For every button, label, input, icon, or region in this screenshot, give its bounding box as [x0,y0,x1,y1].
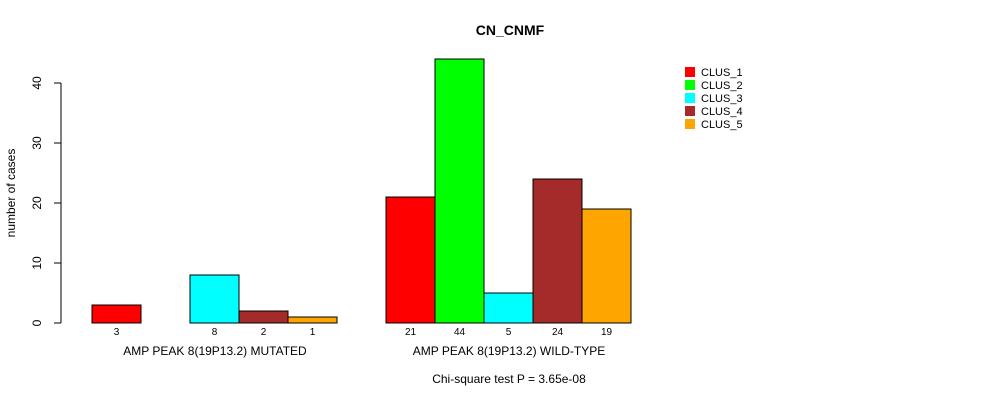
bar-clus-1-group-2 [385,196,436,324]
bar-clus-1-group-1 [91,304,142,324]
y-tick-label: 10 [30,256,44,270]
legend-swatch [685,93,695,103]
bar-value-label: 21 [405,327,417,338]
bar-labels: 3 8 2 1 21 44 5 24 19 [114,327,613,338]
bar-clus-4-group-2 [532,178,583,324]
legend-label: CLUS_4 [701,106,743,118]
y-tick-label: 20 [30,196,44,210]
legend-swatch [685,80,695,90]
chi-square-footnote: Chi-square test P = 3.65e-08 [432,372,586,386]
bar-clus-3-group-1 [189,274,240,324]
bar-value-label: 19 [601,327,613,338]
bar-clus-5-group-1 [287,316,338,324]
bar-value-label: 44 [454,327,466,338]
legend-swatch [685,67,695,77]
legend-swatch [685,119,695,129]
legend-swatch [685,106,695,116]
bar-clus-2-group-2 [434,58,485,324]
group-label-wild-type: AMP PEAK 8(19P13.2) WILD-TYPE [413,344,606,358]
y-axis-label: number of cases [4,149,18,238]
legend-label: CLUS_3 [701,93,743,105]
legend-label: CLUS_5 [701,119,743,131]
bar-value-label: 1 [310,327,316,338]
bars [91,58,632,324]
y-tick-label: 30 [30,136,44,150]
bar-clus-4-group-1 [238,310,289,324]
bar-value-label: 5 [506,327,512,338]
bar-clus-3-group-2 [483,292,534,324]
bar-clus-5-group-2 [581,208,632,324]
bar-value-label: 2 [261,327,267,338]
y-axis: 0 10 20 30 40 [30,76,62,326]
bar-value-label: 8 [212,327,218,338]
group-label-mutated: AMP PEAK 8(19P13.2) MUTATED [123,344,307,358]
chart-title: CN_CNMF [476,22,545,38]
legend-label: CLUS_2 [701,80,743,92]
bar-value-label: 3 [114,327,120,338]
bar-value-label: 24 [552,327,564,338]
y-tick-label: 0 [30,319,44,326]
y-tick-label: 40 [30,76,44,90]
legend-label: CLUS_1 [701,67,743,79]
